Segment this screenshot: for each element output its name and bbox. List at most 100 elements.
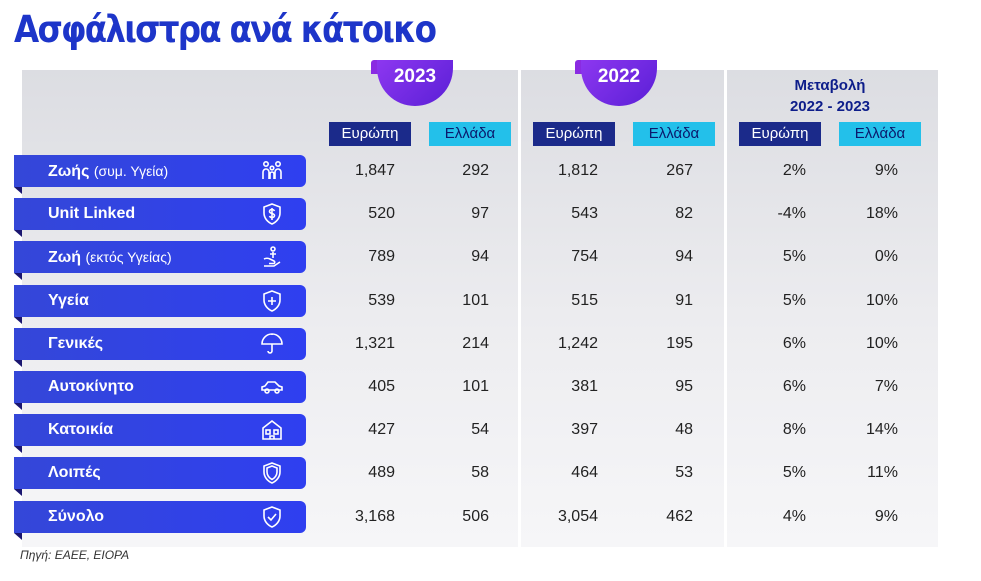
shield-check-icon	[260, 505, 284, 529]
cell-europe-2022: 1,242	[557, 335, 598, 352]
source-note: Πηγή: ΕΑΕΕ, EIOPA	[20, 548, 130, 562]
row-label-text: Αυτοκίνητο	[48, 378, 134, 395]
cell-europe-2023: 405	[368, 378, 395, 395]
cell-greece-2023: 101	[462, 378, 489, 395]
cell-europe-2023: 539	[368, 292, 395, 309]
cell-europe-2022: 3,054	[557, 508, 598, 525]
shield-plus-icon	[260, 289, 284, 313]
cell-europe-change: 8%	[782, 421, 806, 438]
cell-europe-2023: 1,321	[354, 335, 395, 352]
col-header-greece-2022: Ελλάδα	[633, 122, 715, 146]
cell-greece-2023: 94	[471, 248, 489, 265]
cell-greece-2022: 91	[675, 292, 693, 309]
cell-greece-change: 10%	[865, 335, 898, 352]
row-label-text: Λοιπές	[48, 464, 101, 481]
cell-greece-change: 14%	[865, 421, 898, 438]
year-label: 2023	[377, 60, 453, 106]
ribbon-fold	[14, 273, 22, 280]
row-label: Unit Linked	[14, 198, 306, 237]
cell-greece-2023: 292	[462, 162, 489, 179]
row-label: Κατοικία	[14, 414, 306, 453]
cell-europe-2022: 515	[571, 292, 598, 309]
cell-europe-change: -4%	[777, 205, 806, 222]
year-badge-2023: 2023	[371, 60, 457, 120]
cell-europe-2023: 3,168	[354, 508, 395, 525]
cell-europe-change: 6%	[782, 378, 806, 395]
cell-greece-2022: 53	[675, 464, 693, 481]
row-label-text: Ζωής	[48, 163, 90, 180]
ribbon-fold	[14, 446, 22, 453]
umbrella-icon	[260, 332, 284, 356]
cell-greece-change: 18%	[865, 205, 898, 222]
ribbon-fold	[14, 317, 22, 324]
cell-greece-2022: 195	[666, 335, 693, 352]
cell-greece-2022: 48	[675, 421, 693, 438]
cell-greece-change: 10%	[865, 292, 898, 309]
hand-person-icon	[260, 245, 284, 269]
row-label: Γενικές	[14, 328, 306, 367]
cell-europe-2023: 789	[368, 248, 395, 265]
ribbon-fold	[14, 489, 22, 496]
ribbon-fold	[14, 187, 22, 194]
ribbon-fold	[14, 403, 22, 410]
change-header-line2: 2022 - 2023	[789, 98, 871, 115]
cell-greece-2023: 101	[462, 292, 489, 309]
row-label-text: Unit Linked	[48, 205, 136, 222]
cell-europe-2022: 381	[571, 378, 598, 395]
cell-europe-2023: 427	[368, 421, 395, 438]
col-header-europe-change: Ευρώπη	[739, 122, 821, 146]
row-label: Ζωής (συμ. Υγεία)	[14, 155, 306, 194]
house-icon	[260, 418, 284, 442]
cell-greece-change: 9%	[874, 508, 898, 525]
shield-dollar-icon	[260, 202, 284, 226]
cell-europe-change: 5%	[782, 464, 806, 481]
row-label-subtext: (συμ. Υγεία)	[93, 163, 169, 179]
cell-greece-change: 11%	[867, 464, 898, 481]
ribbon-fold	[14, 360, 22, 367]
cell-europe-2022: 464	[571, 464, 598, 481]
cell-europe-2023: 489	[368, 464, 395, 481]
row-label-subtext: (εκτός Υγείας)	[85, 249, 172, 265]
col-header-greece-change: Ελλάδα	[839, 122, 921, 146]
cell-greece-2023: 214	[462, 335, 489, 352]
cell-europe-2023: 520	[368, 205, 395, 222]
row-label-text: Σύνολο	[48, 508, 105, 525]
column-divider	[518, 70, 521, 547]
col-header-europe-2022: Ευρώπη	[533, 122, 615, 146]
row-label: Λοιπές	[14, 457, 306, 496]
page-title: Ασφάλιστρα ανά κάτοικο	[14, 8, 437, 51]
cell-europe-2022: 1,812	[557, 162, 598, 179]
cell-europe-change: 5%	[782, 248, 806, 265]
cell-greece-change: 0%	[874, 248, 898, 265]
row-label: Αυτοκίνητο	[14, 371, 306, 410]
cell-europe-2022: 754	[571, 248, 598, 265]
row-label-text: Γενικές	[48, 335, 104, 352]
row-label-text: Κατοικία	[48, 421, 114, 438]
row-label: Σύνολο	[14, 501, 306, 540]
cell-greece-2022: 462	[666, 508, 693, 525]
change-header-line1: Μεταβολή	[794, 77, 866, 94]
cell-greece-2022: 95	[675, 378, 693, 395]
shield-icon	[260, 461, 284, 485]
ribbon-fold	[14, 230, 22, 237]
cell-greece-2023: 506	[462, 508, 489, 525]
year-label: 2022	[581, 60, 657, 106]
car-icon	[260, 375, 284, 399]
cell-europe-change: 6%	[782, 335, 806, 352]
cell-europe-change: 5%	[782, 292, 806, 309]
cell-europe-change: 4%	[782, 508, 806, 525]
cell-greece-change: 9%	[874, 162, 898, 179]
change-header: Μεταβολή 2022 - 2023	[730, 75, 930, 117]
row-label-text: Υγεία	[48, 292, 89, 309]
row-label: Ζωή (εκτός Υγείας)	[14, 241, 306, 280]
year-badge-2022: 2022	[575, 60, 661, 120]
cell-greece-2023: 97	[471, 205, 489, 222]
cell-greece-2022: 82	[675, 205, 693, 222]
family-icon	[260, 159, 284, 183]
cell-greece-2023: 54	[471, 421, 489, 438]
col-header-europe-2023: Ευρώπη	[329, 122, 411, 146]
cell-europe-2022: 397	[571, 421, 598, 438]
column-divider	[724, 70, 727, 547]
col-header-greece-2023: Ελλάδα	[429, 122, 511, 146]
ribbon-fold	[14, 533, 22, 540]
